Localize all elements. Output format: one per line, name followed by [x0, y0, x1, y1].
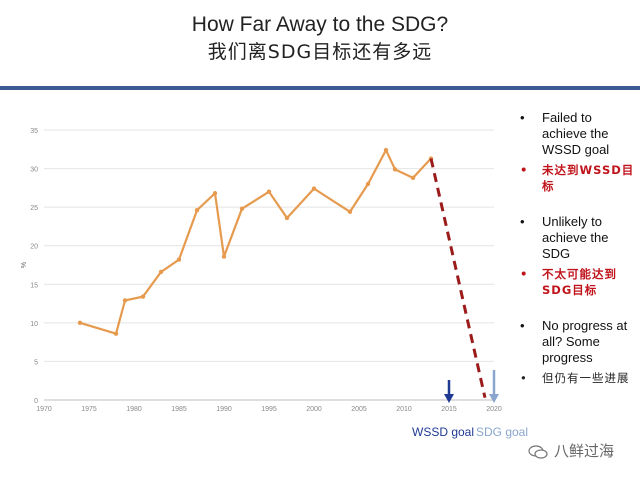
data-point — [347, 209, 353, 214]
title-divider — [0, 86, 640, 90]
y-tick-label: 25 — [30, 205, 38, 212]
data-point — [221, 254, 227, 259]
x-tick-label: 1985 — [171, 406, 187, 413]
page-title: How Far Away to the SDG? — [191, 13, 449, 36]
title-block: How Far Away to the SDG? 我们离SDG目标还有多远 — [0, 12, 640, 65]
bullet-marker: • — [520, 267, 529, 281]
x-tick-label: 2020 — [486, 406, 502, 413]
y-tick-label: 0 — [34, 398, 38, 405]
data-point — [77, 320, 83, 326]
wechat-icon — [528, 444, 548, 459]
data-point — [410, 175, 416, 181]
bullet-progress-zh: • 但仍有一些进展 — [520, 370, 636, 386]
bullet-marker: • — [520, 214, 525, 229]
data-point — [122, 298, 128, 303]
data-point — [239, 206, 245, 211]
bullet-text: 但仍有一些进展 — [542, 371, 630, 385]
data-point — [176, 257, 182, 262]
bullet-sdg-zh: • 不太可能达到SDG目标 — [520, 266, 636, 298]
page-subtitle-zh: 我们离SDG目标还有多远 — [207, 41, 433, 63]
bullet-text: Failed to achieve the WSSD goal — [542, 110, 610, 157]
data-point — [140, 294, 146, 299]
watermark: 八鲜过海 — [528, 440, 614, 461]
data-point — [383, 147, 389, 153]
sdg-goal-label: SDG goal — [476, 425, 529, 439]
data-point — [266, 189, 272, 194]
data-point — [365, 181, 371, 187]
bullet-marker: • — [520, 110, 525, 125]
x-tick-label: 1995 — [261, 406, 277, 413]
x-tick-label: 1970 — [36, 406, 52, 413]
bullet-text: 不太可能达到SDG目标 — [542, 267, 617, 297]
data-point — [194, 208, 200, 213]
bullet-marker: • — [520, 371, 528, 385]
data-point — [212, 191, 218, 196]
bullet-marker: • — [520, 163, 529, 177]
line-chart: 0 5 10 15 20 25 30 35 1970 1975 1980 1985 1990 1995 20… — [21, 128, 502, 413]
bullet-text: No progress at all? Some progress — [542, 318, 628, 365]
data-point — [392, 167, 398, 172]
x-tick-label: 1990 — [216, 406, 232, 413]
y-tick-label: 10 — [30, 321, 38, 328]
x-tick-label: 2010 — [396, 406, 412, 413]
bullet-text: 未达到WSSD目标 — [542, 163, 635, 193]
sdg-goal-arrow-head — [489, 394, 499, 403]
x-tick-label: 2005 — [351, 406, 367, 413]
y-tick-label: 30 — [30, 167, 38, 174]
bullet-sdg-en: • Unlikely to achieve the SDG — [520, 214, 636, 262]
bullet-wssd-zh: • 未达到WSSD目标 — [520, 162, 636, 194]
series-line-observed — [79, 148, 432, 335]
watermark-text: 八鲜过海 — [554, 442, 615, 460]
bullet-progress-en: • No progress at all? Some progress — [520, 318, 636, 366]
x-tick-label: 1980 — [126, 406, 142, 413]
y-tick-label: 20 — [30, 244, 38, 251]
data-point — [158, 269, 164, 275]
bullet-text: Unlikely to achieve the SDG — [542, 214, 609, 261]
y-tick-label: 35 — [30, 128, 38, 135]
bullet-list: • Failed to achieve the WSSD goal • 未达到W… — [520, 110, 636, 386]
x-tick-label: 2000 — [306, 406, 322, 413]
data-point — [311, 186, 317, 191]
data-point — [284, 215, 290, 221]
x-tick-label: 2015 — [441, 406, 457, 413]
wssd-goal-label: WSSD goal — [412, 425, 475, 439]
bullet-marker: • — [520, 318, 525, 333]
y-axis-label: % — [21, 262, 28, 268]
data-point — [113, 331, 119, 336]
bullet-wssd-en: • Failed to achieve the WSSD goal — [520, 110, 636, 158]
y-tick-label: 5 — [34, 359, 38, 366]
wssd-goal-arrow-head — [444, 394, 454, 403]
y-tick-label: 15 — [30, 282, 38, 289]
series-line-projection — [429, 158, 487, 399]
x-tick-label: 1975 — [81, 406, 97, 413]
